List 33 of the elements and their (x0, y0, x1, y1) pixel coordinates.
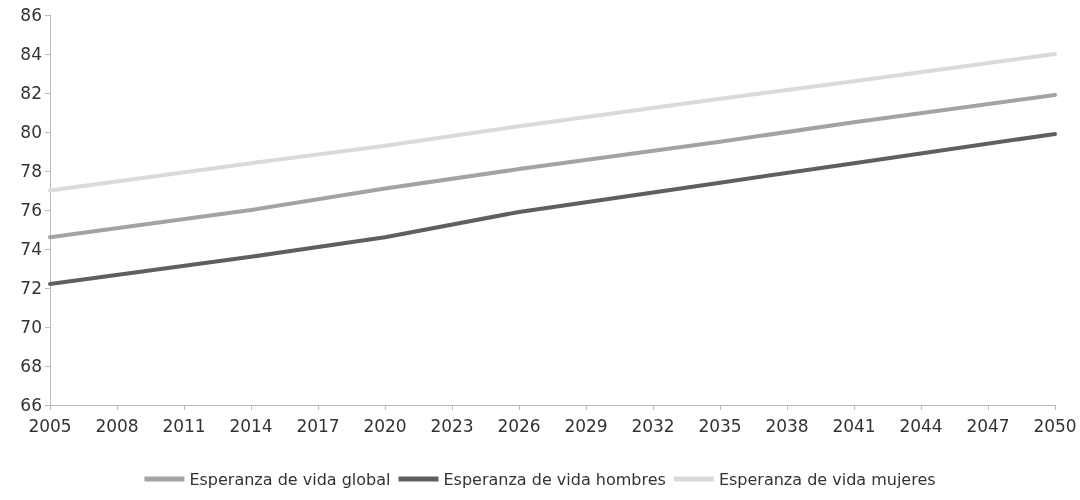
x-tick-label: 2029 (564, 415, 608, 436)
x-tick-label: 2044 (899, 415, 943, 436)
x-tick-label: 2023 (430, 415, 474, 436)
legend-label: Esperanza de vida mujeres (718, 469, 936, 489)
x-tick-label: 2038 (765, 415, 809, 436)
x-tick-label: 2032 (631, 415, 675, 436)
y-tick-label: 86 (20, 5, 42, 25)
y-tick-label: 78 (20, 161, 42, 181)
y-tick-label: 70 (20, 317, 42, 337)
x-tick-label: 2011 (162, 415, 206, 436)
x-tick-label: 2020 (363, 415, 407, 436)
y-tick-label: 82 (20, 83, 42, 103)
legend-label: Esperanza de vida global (189, 469, 391, 489)
y-tick-label: 66 (20, 395, 42, 415)
x-tick-label: 2041 (832, 415, 876, 436)
x-tick-label: 2047 (966, 415, 1010, 436)
x-tick-label: 2017 (296, 415, 340, 436)
y-tick-label: 80 (20, 122, 42, 142)
legend-label: Esperanza de vida hombres (443, 469, 666, 489)
line-series (48, 92, 1057, 240)
y-tick-label: 72 (20, 278, 42, 298)
x-tick-label: 2008 (95, 415, 139, 436)
y-tick-label: 68 (20, 356, 42, 376)
line-series (48, 131, 1057, 287)
y-tick-label: 74 (20, 239, 42, 259)
x-tick-label: 2050 (1033, 415, 1077, 436)
x-tick-label: 2035 (698, 415, 742, 436)
y-tick-label: 84 (20, 44, 42, 64)
x-tick-label: 2014 (229, 415, 273, 436)
x-tick-label: 2005 (28, 415, 72, 436)
y-tick-label: 76 (20, 200, 42, 220)
x-tick-label: 2026 (497, 415, 541, 436)
line-series (48, 52, 1057, 193)
